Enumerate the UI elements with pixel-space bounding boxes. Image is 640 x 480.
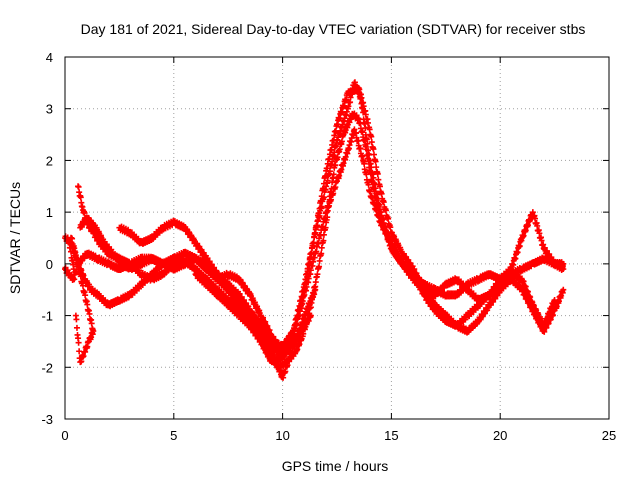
y-axis-label: SDTVAR / TECUs — [7, 182, 23, 294]
x-tick-label: 5 — [170, 428, 177, 443]
y-tick-label: 0 — [46, 257, 53, 272]
data-point-markers — [62, 79, 567, 355]
y-tick-label: 3 — [46, 102, 53, 117]
data-series — [62, 79, 567, 355]
x-tick-label: 25 — [602, 428, 616, 443]
data-series — [66, 110, 558, 373]
y-tick-label: -1 — [41, 309, 53, 324]
x-tick-label: 0 — [61, 428, 68, 443]
y-tick-label: 1 — [46, 205, 53, 220]
y-tick-label: -2 — [41, 360, 53, 375]
data-points — [62, 79, 567, 381]
plot-frame — [64, 56, 610, 420]
x-tick-label: 15 — [384, 428, 398, 443]
y-tick-label: -3 — [41, 412, 53, 427]
y-tick-label: 2 — [46, 153, 53, 168]
data-point-markers — [66, 110, 558, 373]
y-tick-label: 4 — [46, 50, 53, 65]
axis-ticks: 0 5 10 15 20 25 -3 -2 -1 0 1 2 3 4 — [41, 50, 616, 443]
x-axis-label: GPS time / hours — [282, 458, 389, 474]
x-tick-label: 20 — [493, 428, 507, 443]
x-tick-label: 10 — [275, 428, 289, 443]
chart-title: Day 181 of 2021, Sidereal Day-to-day VTE… — [81, 21, 586, 37]
